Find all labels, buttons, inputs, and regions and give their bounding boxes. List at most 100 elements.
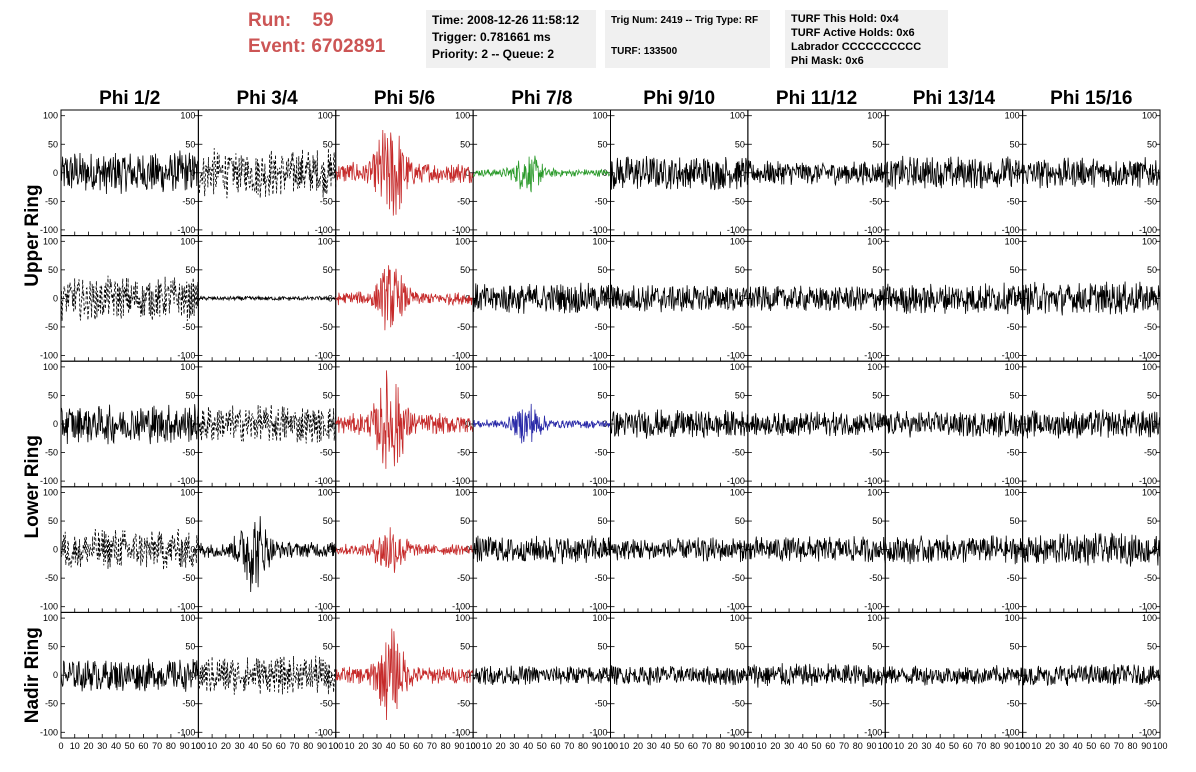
x-tick-label: 10 [70,741,80,751]
x-tick-label: 100 [878,741,893,751]
turf-info-box: TURF This Hold: 0x4 TURF Active Holds: 0… [785,10,948,68]
y-tick-label-right: -100 [1002,225,1020,235]
y-tick-label-right: 100 [592,613,607,623]
x-tick-label: 40 [248,741,258,751]
y-tick-label: -100 [40,350,58,360]
y-tick-label: -50 [45,573,58,583]
y-tick-label-right: 50 [1010,642,1020,652]
x-tick-label: 0 [1020,741,1025,751]
waveform-trace [472,282,611,314]
x-tick-label: 50 [262,741,272,751]
y-tick-label-right: 0 [1152,168,1157,178]
y-tick-label-right: -100 [1002,727,1020,737]
y-tick-label-right: -50 [1144,573,1157,583]
y-tick-label-right: 0 [190,293,195,303]
waveform-trace [198,655,337,695]
priority-text: Priority: 2 -- Queue: 2 [432,47,555,61]
x-tick-label: 40 [798,741,808,751]
y-tick-label-right: -100 [864,350,882,360]
y-tick-label-right: 100 [318,362,333,372]
x-tick-label: 50 [674,741,684,751]
y-tick-label-right: 50 [185,139,195,149]
x-tick-label: 20 [770,741,780,751]
y-tick-label-right: 0 [740,670,745,680]
y-tick-label-right: 100 [180,362,195,372]
waveform-trace [335,265,474,331]
y-tick-label-right: 50 [872,265,882,275]
x-tick-label: 90 [180,741,190,751]
run-label: Run: [248,10,292,31]
x-tick-label: 50 [1086,741,1096,751]
y-tick-label-right: 50 [735,265,745,275]
x-tick-label: 90 [1004,741,1014,751]
y-tick-label-right: 100 [318,488,333,498]
y-tick-label: -50 [45,322,58,332]
y-tick-label-right: 0 [328,293,333,303]
y-tick-label: 100 [43,111,58,121]
waveform-trace [747,663,886,688]
x-tick-label: 60 [551,741,561,751]
waveform-trace [198,295,337,302]
x-tick-label: 40 [660,741,670,751]
event-value: 6702891 [311,36,386,57]
x-tick-label: 40 [111,741,121,751]
waveform-trace [1022,664,1161,687]
x-tick-label: 90 [454,741,464,751]
y-tick-label: -100 [40,225,58,235]
y-tick-label-right: -100 [727,602,745,612]
x-tick-label: 0 [196,741,201,751]
y-tick-label-right: -50 [1007,322,1020,332]
waveform-trace [60,404,199,445]
y-tick-label: -100 [40,476,58,486]
waveform-trace [335,628,474,721]
y-tick-label: 100 [43,236,58,246]
y-tick-label-right: 100 [730,111,745,121]
y-tick-label-right: 0 [465,168,470,178]
x-tick-label: 20 [908,741,918,751]
y-tick-label-right: 100 [1005,613,1020,623]
y-tick-label-right: -50 [594,322,607,332]
waveform-trace [747,411,886,437]
event-label: Event: [248,36,307,57]
y-tick-label-right: 0 [190,545,195,555]
y-tick-label-right: 100 [730,362,745,372]
trig-text: Trig Num: 2419 -- Trig Type: RF [611,15,759,26]
y-tick-label-right: 50 [872,516,882,526]
turf-hold-text: TURF This Hold: 0x4 [791,13,899,25]
waveform-trace [198,404,337,444]
y-tick-label-right: 50 [1147,516,1157,526]
y-tick-label: 100 [43,362,58,372]
y-tick-label-right: -100 [315,476,333,486]
y-tick-label-right: 50 [1010,516,1020,526]
y-tick-label-right: -100 [177,727,195,737]
x-tick-label: 100 [1152,741,1167,751]
x-tick-label: 0 [745,741,750,751]
y-tick-label-right: -50 [594,573,607,583]
y-tick-label: -100 [40,727,58,737]
turf-active-text: TURF Active Holds: 0x6 [791,27,915,39]
y-tick-label-right: 100 [867,613,882,623]
y-tick-label-right: -100 [589,727,607,737]
y-tick-label-right: 50 [460,265,470,275]
y-tick-label-right: -100 [452,727,470,737]
y-tick-label-right: -100 [864,476,882,486]
y-tick-label-right: 50 [323,642,333,652]
y-tick-label-right: -50 [732,196,745,206]
y-tick-label-right: 100 [1142,362,1157,372]
y-tick-label-right: 50 [460,516,470,526]
y-tick-label: 0 [53,293,58,303]
waveform-trace [884,410,1023,438]
waveform-trace [472,403,611,444]
y-tick-label: 0 [53,545,58,555]
y-tick-label-right: 0 [877,670,882,680]
x-tick-label: 70 [976,741,986,751]
x-tick-label: 30 [784,741,794,751]
y-tick-label-right: -50 [182,448,195,458]
x-tick-label: 100 [466,741,481,751]
y-tick-label-right: -100 [315,602,333,612]
y-tick-label-right: 100 [1142,488,1157,498]
y-tick-label-right: 100 [867,362,882,372]
y-tick-label-right: 50 [323,516,333,526]
x-tick-label: 20 [358,741,368,751]
x-tick-label: 80 [853,741,863,751]
